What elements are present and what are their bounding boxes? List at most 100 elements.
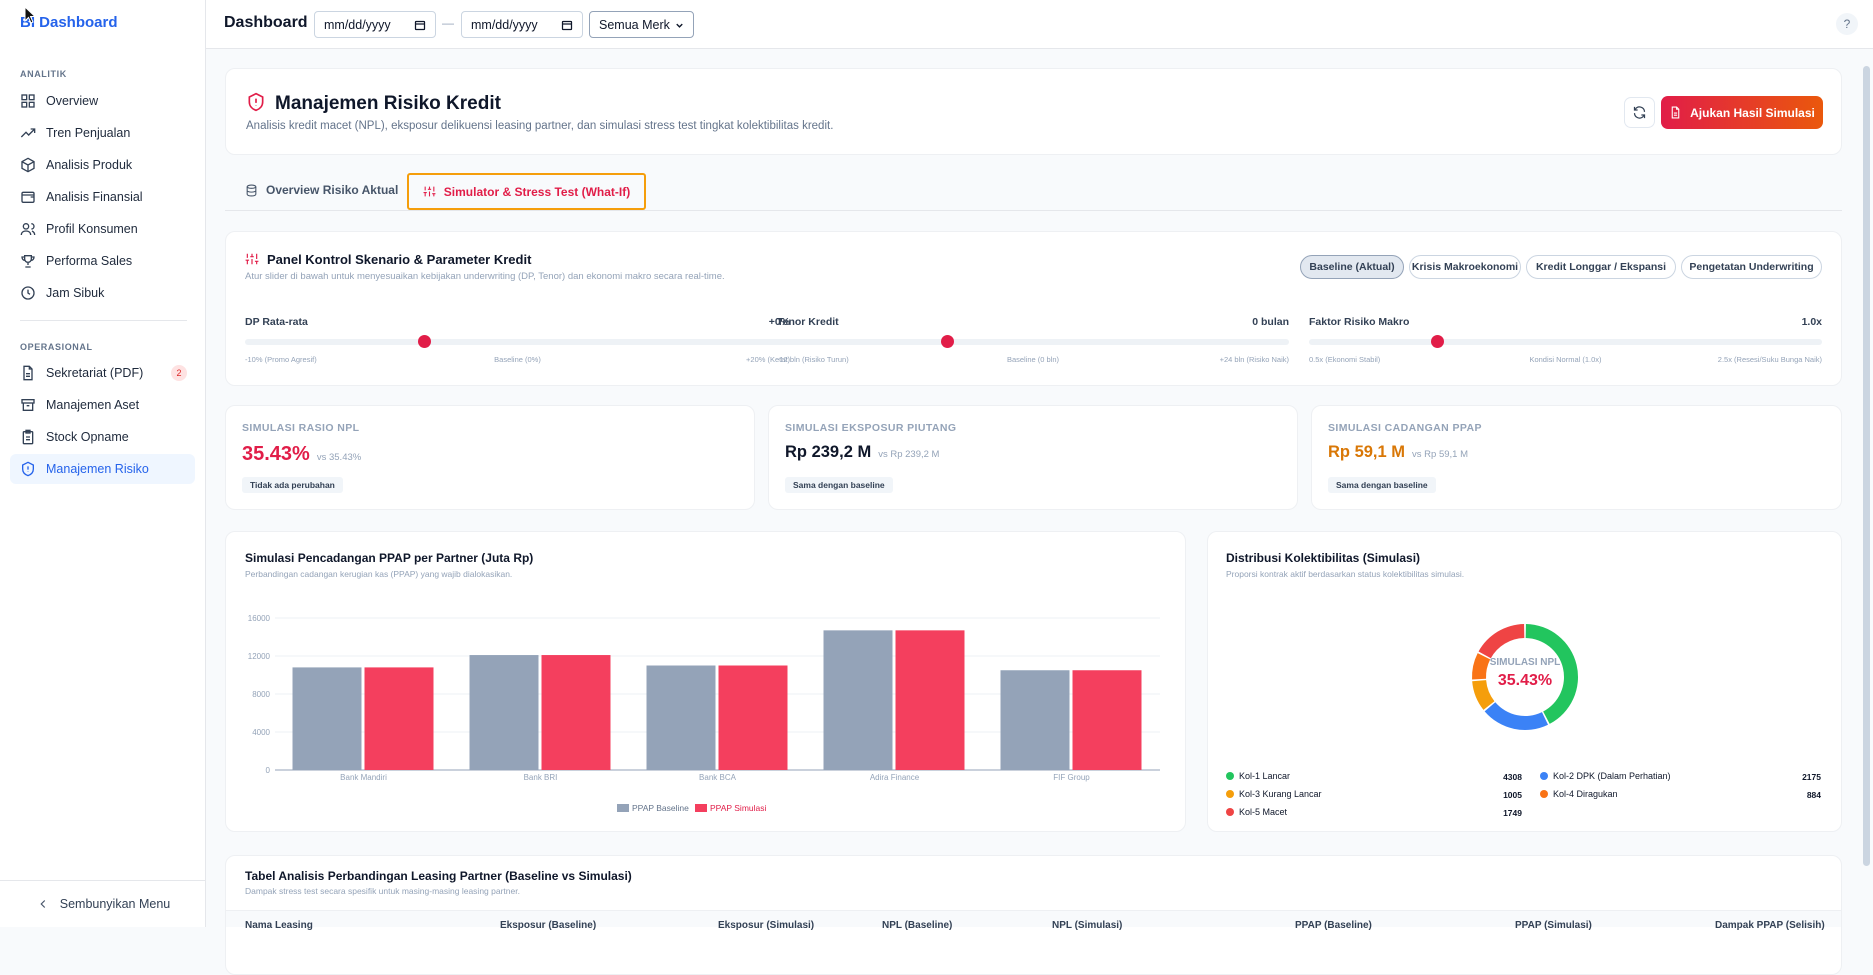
kpi-compare: vs Rp 239,2 M: [878, 449, 940, 460]
legend-simulasi: PPAP Simulasi: [695, 803, 766, 813]
bar-baseline[interactable]: [646, 665, 716, 771]
tabs-divider: [225, 210, 1842, 211]
sidebar-item-label: Jam Sibuk: [46, 286, 105, 300]
scenario-tightening-button[interactable]: Pengetatan Underwriting: [1681, 255, 1822, 279]
panel-title: Panel Kontrol Skenario & Parameter Kredi…: [267, 252, 532, 267]
tab-overview[interactable]: Overview Risiko Aktual: [245, 183, 398, 197]
sidebar-item-label: Analisis Finansial: [46, 190, 143, 204]
slider-track[interactable]: [245, 339, 790, 345]
legend-baseline-swatch: [617, 804, 629, 812]
legend-label: Kol-1 Lancar: [1239, 771, 1291, 781]
bar-simulasi[interactable]: [1072, 670, 1142, 770]
slider-thumb[interactable]: [418, 335, 432, 348]
table-column-header[interactable]: Eksposur (Simulasi): [718, 920, 815, 931]
bar-baseline[interactable]: [469, 655, 539, 770]
slider-label: DP Rata-rata: [245, 316, 308, 328]
legend-simulasi-swatch: [695, 804, 707, 812]
table-title: Tabel Analisis Perbandingan Leasing Part…: [245, 869, 632, 883]
sidebar-item-label: Performa Sales: [46, 254, 133, 268]
slider-track[interactable]: [1309, 339, 1822, 345]
scenario-baseline-button[interactable]: Baseline (Aktual): [1300, 255, 1404, 279]
x-tick-label: Bank Mandiri: [340, 773, 387, 782]
legend-value: 4308: [1503, 772, 1522, 782]
sidebar-item-analisis-finansial[interactable]: Analisis Finansial: [10, 182, 195, 212]
slider-thumb[interactable]: [1430, 335, 1444, 348]
donut-segment[interactable]: [1525, 624, 1578, 724]
sidebar-item-manajemen-risiko[interactable]: Manajemen Risiko: [10, 454, 195, 484]
slider-track[interactable]: [777, 339, 1289, 345]
donut-legend-item: Kol-4 Diragukan: [1540, 789, 1618, 799]
sidebar-item-performa-sales[interactable]: Performa Sales: [10, 246, 195, 276]
trend-icon: [20, 128, 36, 138]
brand-select[interactable]: Semua Merk: [589, 11, 694, 38]
donut-segment[interactable]: [1472, 680, 1495, 710]
sidebar-item-analisis-produk[interactable]: Analisis Produk: [10, 150, 195, 180]
database-icon: [246, 184, 257, 196]
legend-value: 1749: [1503, 808, 1522, 818]
slider-thumb[interactable]: [940, 335, 954, 348]
sidebar-item-label: Profil Konsumen: [46, 222, 138, 236]
bar-baseline[interactable]: [292, 667, 362, 770]
sidebar-item-profil-konsumen[interactable]: Profil Konsumen: [10, 214, 195, 244]
table-column-header[interactable]: NPL (Baseline): [882, 920, 953, 931]
bar-baseline[interactable]: [1000, 670, 1070, 770]
sidebar-item-manajemen-aset[interactable]: Manajemen Aset: [10, 390, 195, 420]
legend-dot: [1540, 772, 1548, 780]
donut-segment[interactable]: [1484, 702, 1549, 730]
sidebar-item-jam-sibuk[interactable]: Jam Sibuk: [10, 278, 195, 308]
panel-subtitle: Atur slider di bawah untuk menyesuaikan …: [245, 271, 725, 282]
table-column-header[interactable]: PPAP (Baseline): [1295, 920, 1372, 931]
y-tick-label: 8000: [252, 690, 270, 699]
collapse-menu-button[interactable]: Sembunyikan Menu: [0, 880, 206, 927]
brand-logo[interactable]: BI Dashboard: [20, 14, 118, 31]
slider-tick-max: +20% (Ketat): [746, 355, 790, 364]
header-subtitle: Analisis kredit macet (NPL), eksposur de…: [246, 120, 834, 132]
legend-label: Kol-4 Diragukan: [1553, 789, 1618, 799]
calendar-icon: [561, 20, 573, 31]
kpi-change-pill: Sama dengan baseline: [1328, 477, 1436, 493]
help-button[interactable]: ?: [1836, 13, 1858, 35]
date-from-input[interactable]: mm/dd/yyyy: [314, 11, 436, 38]
table-column-header[interactable]: Eksposur (Baseline): [500, 920, 597, 931]
sidebar-item-tren-penjualan[interactable]: Tren Penjualan: [10, 118, 195, 148]
wallet-icon: [21, 191, 35, 203]
legend-dot: [1540, 790, 1548, 798]
tab-overview-label: Overview Risiko Aktual: [266, 183, 399, 197]
donut-segment[interactable]: [1472, 653, 1491, 680]
x-tick-label: Bank BCA: [699, 773, 737, 782]
legend-simulasi-label: PPAP Simulasi: [710, 803, 767, 813]
scrollbar[interactable]: [1863, 66, 1870, 866]
bar-simulasi[interactable]: [541, 655, 611, 770]
clock-icon: [21, 286, 35, 300]
refresh-button[interactable]: [1624, 97, 1655, 128]
date-to-input[interactable]: mm/dd/yyyy: [461, 11, 583, 38]
tab-simulator[interactable]: Simulator & Stress Test (What-If): [407, 173, 646, 210]
bar-baseline[interactable]: [823, 630, 893, 770]
sidebar-item-overview[interactable]: Overview: [10, 86, 195, 116]
y-tick-label: 0: [266, 766, 271, 775]
calendar-icon: [414, 20, 426, 31]
scenario-crisis-button[interactable]: Krisis Makroekonomi: [1409, 255, 1521, 279]
donut-segment[interactable]: [1478, 624, 1525, 659]
table-column-header[interactable]: NPL (Simulasi): [1052, 920, 1123, 931]
submit-simulation-button[interactable]: Ajukan Hasil Simulasi: [1661, 96, 1823, 129]
clipboard-icon: [22, 429, 34, 445]
donut-card: [1207, 531, 1842, 832]
scenario-loose-credit-button[interactable]: Kredit Longgar / Ekspansi: [1526, 255, 1676, 279]
kpi-value: 35.43%: [242, 443, 310, 465]
bar-simulasi[interactable]: [895, 630, 965, 770]
bar-simulasi[interactable]: [718, 665, 788, 771]
notification-badge: 2: [171, 365, 187, 381]
refresh-icon: [1633, 106, 1646, 119]
kolektibilitas-donut-chart: [1472, 624, 1578, 730]
sidebar-item-sekretariat-pdf[interactable]: Sekretariat (PDF) 2: [10, 358, 195, 388]
legend-label: Kol-5 Macet: [1239, 807, 1288, 817]
collapse-label: Sembunyikan Menu: [59, 897, 171, 911]
bar-chart-title: Simulasi Pencadangan PPAP per Partner (J…: [245, 551, 534, 565]
legend-value: 884: [1806, 790, 1821, 800]
sidebar-item-stock-opname[interactable]: Stock Opname: [10, 422, 195, 452]
table-column-header[interactable]: PPAP (Simulasi): [1515, 920, 1592, 931]
table-column-header[interactable]: Dampak PPAP (Selisih): [1715, 920, 1825, 931]
bar-simulasi[interactable]: [364, 667, 434, 770]
table-column-header[interactable]: Nama Leasing: [245, 920, 313, 931]
